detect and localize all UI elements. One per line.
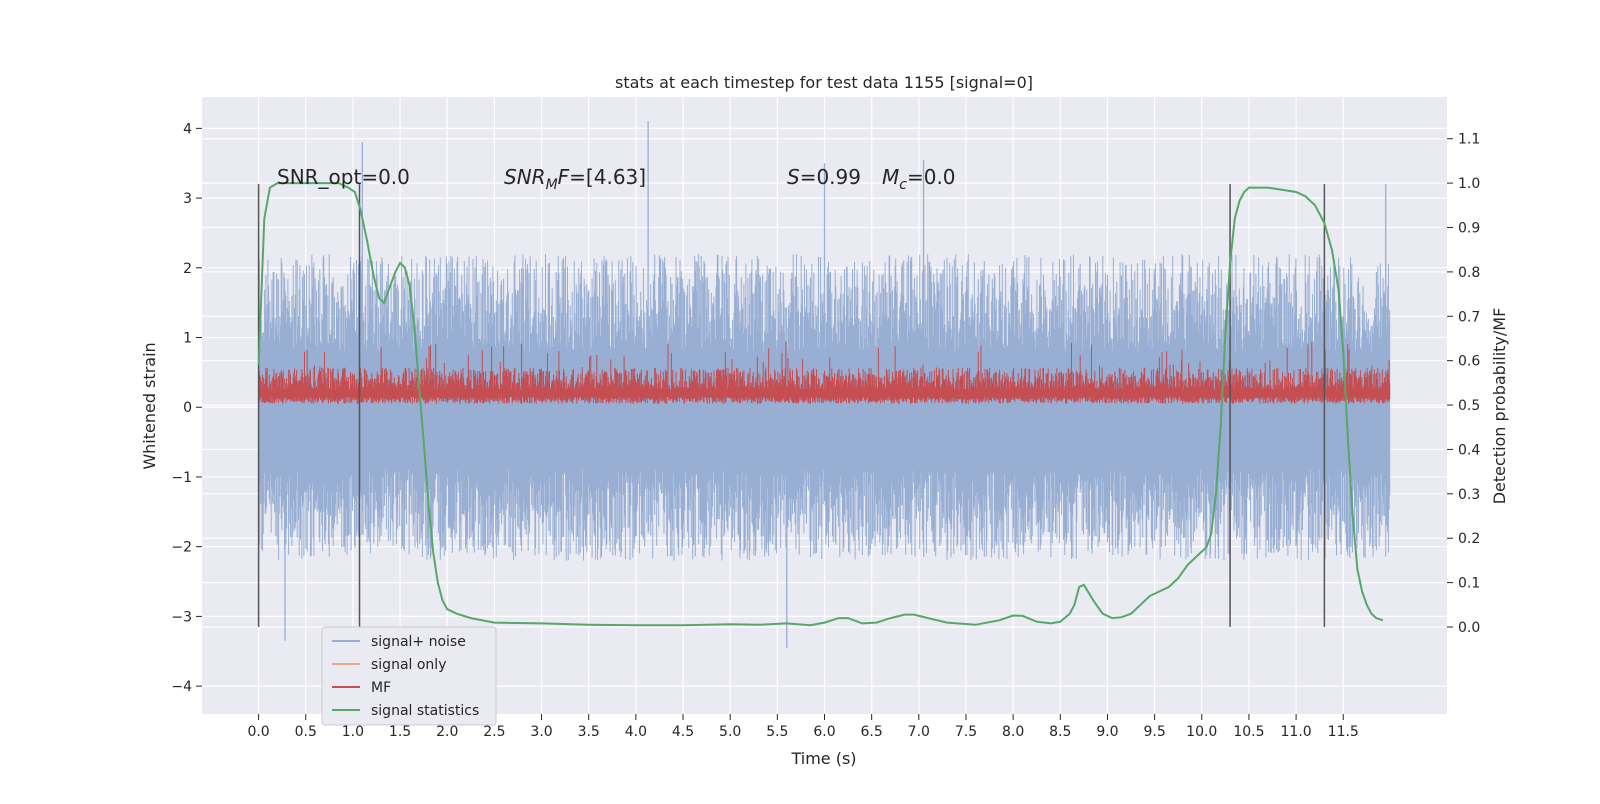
x-tick-label: 3.5 [578,724,600,740]
x-tick-label: 2.0 [436,724,458,740]
y2-tick-label: 0.8 [1458,265,1480,281]
x-tick-label: 7.5 [955,724,977,740]
y-tick-label: 3 [183,191,192,207]
legend-box [321,626,497,726]
annotation-s-name: S [787,165,800,189]
x-tick-label: 10.5 [1233,724,1264,740]
y-tick-label: −2 [171,540,192,556]
annotation-mc-value: =0.0 [907,165,956,189]
x-tick-label: 0.0 [247,724,269,740]
x-tick-label: 9.0 [1096,724,1118,740]
signal-noise-series [258,121,1391,648]
signal-statistics-series [257,182,1384,627]
x-tick-label: 0.5 [295,724,317,740]
annotation-mc-sub: c [899,177,907,193]
y-tick-label: 4 [183,121,192,137]
legend-label-mf: MF [371,680,391,696]
annotation-snr-mf-name2: F [558,165,570,189]
x-tick-label: 1.0 [342,724,364,740]
y2-tick-label: 0.3 [1458,487,1480,503]
x-tick-label: 5.5 [766,724,788,740]
y2-axis-label: Detection probability/MF [1490,308,1509,505]
x-tick-label: 11.5 [1328,724,1359,740]
y-tick-label: 0 [183,400,192,416]
y2-tick-label: 0.9 [1458,221,1480,237]
annotation-snr-mf-name: SNR [504,165,546,189]
annotation-s-value: =0.99 [800,165,861,189]
legend-label-signal-noise: signal+ noise [371,634,466,650]
x-tick-label: 4.5 [672,724,694,740]
x-tick-label: 11.0 [1281,724,1312,740]
x-axis-label: Time (s) [790,749,856,768]
y-axis-label: Whitened strain [140,342,159,469]
legend: signal+ noise signal only MF signal stat… [321,626,497,726]
y-tick-label: 1 [183,331,192,347]
y2-tick-label: 0.2 [1458,531,1480,547]
x-tick-label: 6.5 [861,724,883,740]
x-tick-label: 5.0 [719,724,741,740]
x-tick-label: 7.0 [908,724,930,740]
y-tick-label: −4 [171,679,192,695]
legend-label-signal-only: signal only [371,657,446,673]
x-tick-label: 10.0 [1186,724,1217,740]
annotation-snr-mf-value: =[4.63] [569,165,646,189]
annotation-s: S=0.99 [787,165,861,189]
y-tick-label: −3 [171,609,192,625]
y-tick-label: 2 [183,261,192,277]
y2-tick-label: 0.0 [1458,620,1480,636]
y2-tick-label: 0.7 [1458,309,1480,325]
y2-tick-label: 0.4 [1458,442,1480,458]
x-tick-label: 8.0 [1002,724,1024,740]
x-tick-label: 2.5 [483,724,505,740]
legend-label-signal-statistics: signal statistics [371,703,479,719]
chart-title: stats at each timestep for test data 115… [615,73,1033,92]
x-tick-label: 1.5 [389,724,411,740]
y2-tick-label: 1.1 [1458,132,1480,148]
annotation-snr-mf-sub: M [546,177,558,193]
y-tick-label: −1 [171,470,192,486]
y2-tick-label: 0.6 [1458,354,1480,370]
x-tick-label: 9.5 [1143,724,1165,740]
signal-statistics-line [257,182,1384,627]
x-tick-label: 4.0 [625,724,647,740]
x-tick-label: 3.0 [530,724,552,740]
ticks: 0.0 0.5 1.0 1.5 2.0 2.5 3.0 3.5 4.0 4.5 5.0 5.5 6.0 6… [171,121,1480,740]
x-tick-label: 6.0 [813,724,835,740]
y2-tick-label: 0.1 [1458,576,1480,592]
y2-tick-label: 0.5 [1458,398,1480,414]
annotation-mc-name: M [882,165,899,189]
annotation-snr-opt: SNR_opt=0.0 [277,165,410,189]
annotation-mc: Mc=0.0 [882,165,956,193]
x-tick-label: 8.5 [1049,724,1071,740]
annotation-snr-mf: SNRMF=[4.63] [504,165,646,193]
y2-tick-label: 1.0 [1458,176,1480,192]
